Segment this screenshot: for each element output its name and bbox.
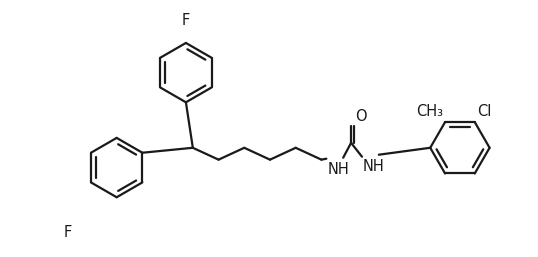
Text: Cl: Cl bbox=[477, 104, 491, 119]
Text: F: F bbox=[64, 225, 72, 240]
Text: NH: NH bbox=[363, 159, 385, 174]
Text: O: O bbox=[355, 109, 367, 124]
Text: NH: NH bbox=[327, 162, 349, 177]
Text: F: F bbox=[182, 13, 190, 28]
Text: CH₃: CH₃ bbox=[416, 104, 443, 119]
